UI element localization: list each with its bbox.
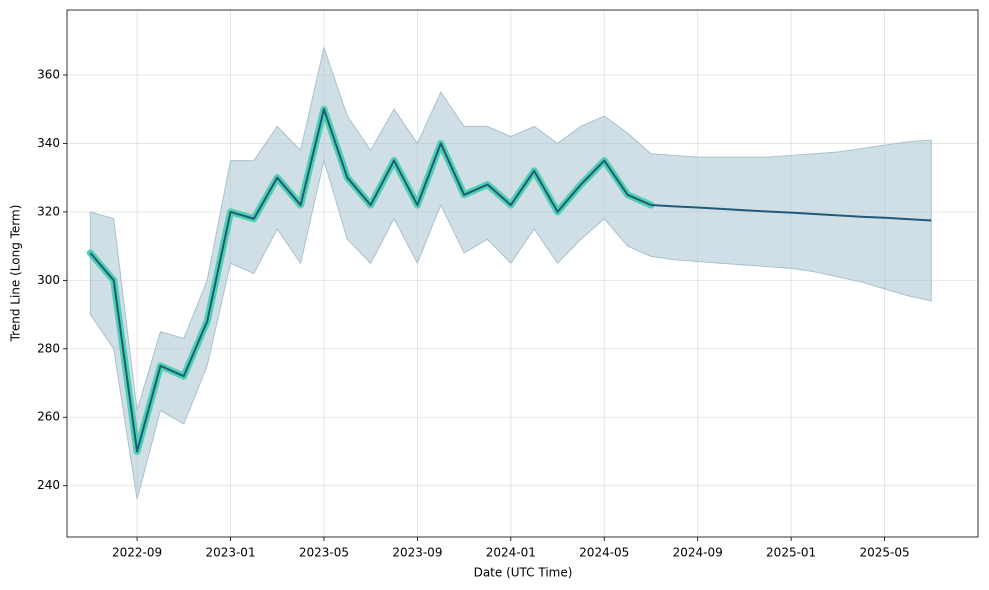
y-tick-label: 320	[37, 204, 60, 218]
x-tick-label: 2024-05	[579, 546, 629, 560]
x-tick-label: 2023-01	[205, 546, 255, 560]
x-axis-label: Date (UTC Time)	[474, 566, 573, 580]
x-tick-label: 2025-05	[859, 546, 909, 560]
y-tick-label: 340	[37, 136, 60, 150]
y-tick-label: 260	[37, 410, 60, 424]
y-tick-label: 360	[37, 68, 60, 82]
y-tick-label: 300	[37, 273, 60, 287]
x-tick-label: 2024-09	[673, 546, 723, 560]
x-tick-label: 2024-01	[486, 546, 536, 560]
x-tick-label: 2023-05	[299, 546, 349, 560]
x-tick-label: 2025-01	[766, 546, 816, 560]
x-tick-label: 2022-09	[112, 546, 162, 560]
y-tick-label: 240	[37, 478, 60, 492]
plot-frame	[66, 9, 979, 538]
y-axis-label: Trend Line (Long Term)	[9, 205, 23, 343]
x-tick-label: 2023-09	[392, 546, 442, 560]
trend-line	[650, 204, 932, 222]
trend-line	[89, 108, 652, 453]
y-tick-label: 280	[37, 341, 60, 355]
confidence-band	[89, 45, 932, 500]
